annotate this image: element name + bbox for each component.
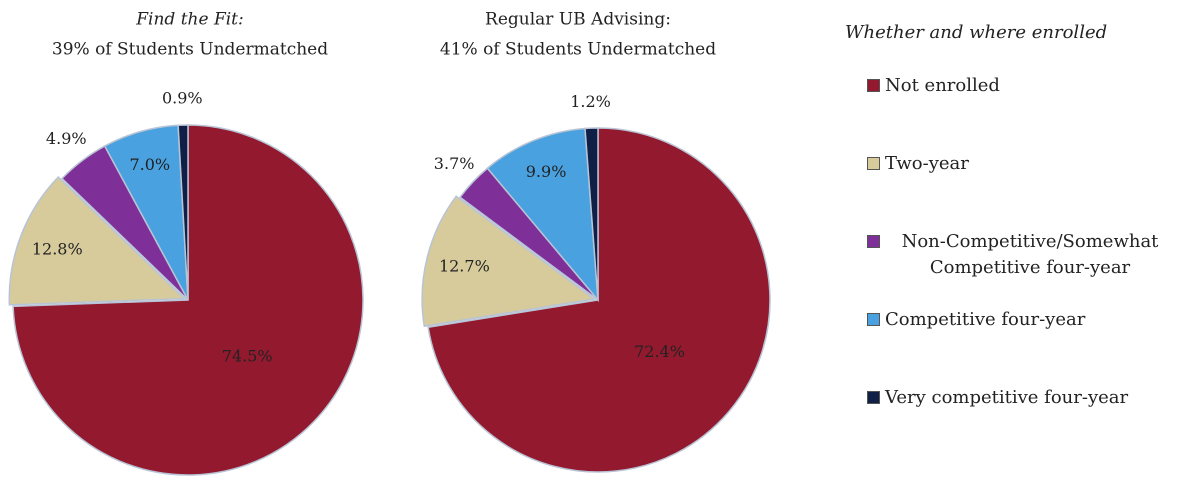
data-label: 72.4% bbox=[634, 342, 685, 361]
legend-item: Very competitive four-year bbox=[845, 385, 1175, 463]
charts: Find the Fit: 39% of Students Undermatche… bbox=[8, 10, 771, 476]
legend-swatch bbox=[867, 157, 880, 170]
legend-swatch bbox=[867, 313, 880, 326]
data-label: 12.7% bbox=[439, 257, 490, 276]
pie-slice bbox=[584, 127, 599, 301]
legend-item: Competitive four-year bbox=[845, 307, 1175, 385]
legend-label: Two-year bbox=[885, 153, 969, 174]
pie-slice bbox=[486, 127, 599, 303]
legend-label: Competitive four-year bbox=[885, 309, 1086, 330]
chart-title: 39% of Students Undermatched bbox=[52, 40, 328, 60]
data-label: 4.9% bbox=[46, 129, 87, 148]
legend-item: Non-Competitive/Somewhat Competitive fou… bbox=[845, 229, 1175, 307]
data-label: 1.2% bbox=[570, 92, 611, 111]
chart-title: Find the Fit: bbox=[135, 10, 244, 30]
data-label: 0.9% bbox=[162, 88, 203, 107]
chart-title: Regular UB Advising: bbox=[485, 10, 671, 30]
pie-slice bbox=[177, 124, 189, 301]
data-label: 3.7% bbox=[434, 154, 475, 173]
legend-swatch bbox=[867, 79, 880, 92]
pie-slice bbox=[421, 195, 596, 328]
legend-title: Whether and where enrolled bbox=[845, 22, 1108, 43]
legend: Whether and where enrolled Not enrolled T… bbox=[845, 22, 1175, 463]
data-label: 7.0% bbox=[129, 155, 170, 174]
legend-swatch bbox=[867, 391, 880, 404]
legend-label: Not enrolled bbox=[885, 75, 1000, 96]
legend-swatch bbox=[867, 235, 880, 248]
pie-slice bbox=[8, 176, 187, 306]
data-label: 12.8% bbox=[32, 239, 83, 258]
legend-label: Non-Competitive/Somewhat Competitive fou… bbox=[901, 231, 1159, 278]
legend-label: Very competitive four-year bbox=[885, 387, 1129, 408]
data-label: 9.9% bbox=[526, 162, 567, 181]
data-label: 74.5% bbox=[222, 347, 273, 366]
legend-item: Two-year bbox=[845, 151, 1175, 229]
chart-title: 41% of Students Undermatched bbox=[440, 40, 716, 60]
pie-slice bbox=[427, 127, 771, 473]
legend-item: Not enrolled bbox=[845, 73, 1175, 151]
